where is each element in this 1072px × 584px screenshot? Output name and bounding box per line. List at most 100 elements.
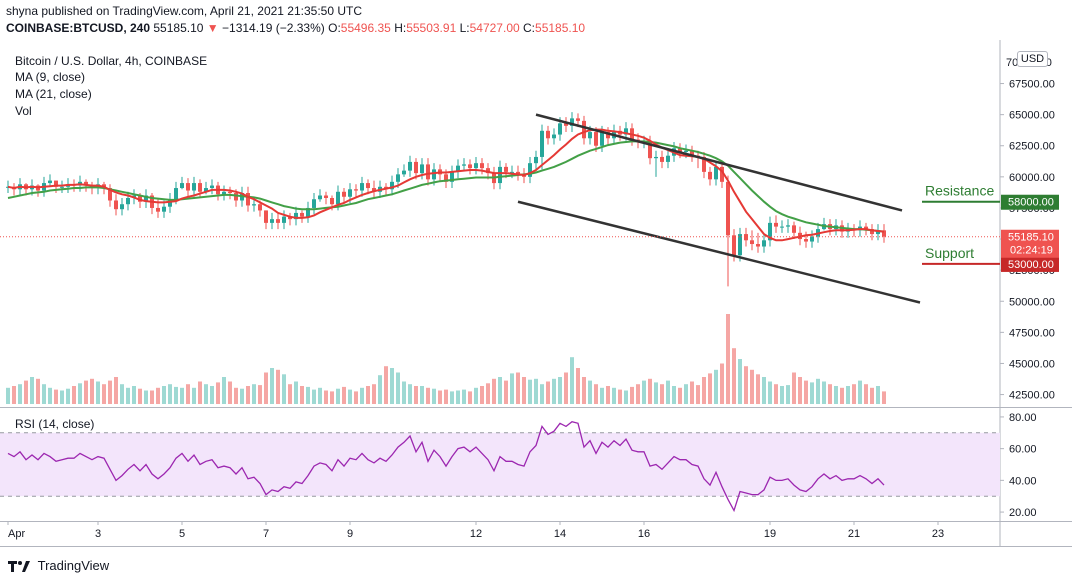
candle-body	[60, 186, 64, 188]
candle-body	[534, 156, 538, 164]
candle-body	[660, 156, 664, 162]
candle-body	[480, 163, 484, 169]
candle-body	[180, 183, 184, 189]
volume-bar	[126, 387, 130, 404]
candle-body	[288, 216, 292, 220]
volume-bar	[588, 380, 592, 404]
candle-body	[678, 148, 682, 152]
volume-bar	[198, 381, 202, 404]
volume-bar	[504, 380, 508, 404]
volume-bar	[396, 372, 400, 404]
volume-bar	[372, 384, 376, 404]
candle-body	[606, 132, 610, 139]
volume-bar	[300, 386, 304, 404]
time-tick-label: 3	[95, 528, 101, 540]
volume-bar	[318, 387, 322, 404]
candle-body	[414, 161, 418, 174]
ma21-line	[7, 140, 885, 233]
volume-bar	[762, 377, 766, 404]
last-price-tag	[1001, 229, 1059, 258]
volume-bar	[426, 387, 430, 404]
symbol-label: COINBASE:BTCUSD, 240	[6, 21, 151, 35]
volume-bar	[186, 384, 190, 404]
volume-bar	[852, 384, 856, 404]
volume-bar	[174, 386, 178, 404]
volume-bar	[858, 380, 862, 404]
volume-bar	[690, 381, 694, 404]
candle-body	[486, 168, 490, 174]
rsi-axis[interactable]: 20.00 40.00 60.00 80.00	[1000, 412, 1037, 519]
volume-bar	[612, 387, 616, 404]
time-tick-label: 16	[638, 528, 650, 540]
open-value: 55496.35	[340, 21, 391, 35]
volume-bar	[420, 386, 424, 404]
resistance-price-text: 58000.00	[1008, 197, 1054, 209]
channel-upper-trendline[interactable]	[535, 113, 903, 212]
candle-body	[780, 226, 784, 228]
candle-body	[720, 166, 724, 182]
price-tick-label: 42500.00	[1009, 390, 1055, 402]
candle-body	[138, 195, 142, 202]
candle-body	[294, 212, 298, 220]
support-price-tag	[1001, 256, 1059, 272]
candle-body	[558, 123, 562, 135]
currency-badge[interactable]: USD	[1017, 51, 1048, 67]
volume-bar	[510, 373, 514, 404]
rsi-band	[0, 432, 1000, 497]
candle-body	[300, 212, 304, 217]
main-pane[interactable]	[0, 40, 1000, 407]
volume-bar	[342, 386, 346, 404]
candle-body	[450, 171, 454, 182]
volume-bar	[798, 377, 802, 404]
candle-body	[330, 197, 334, 205]
volume-bar	[96, 381, 100, 404]
candle-body	[348, 189, 352, 197]
volume-bar	[102, 384, 106, 404]
candle-body	[774, 222, 778, 227]
candle-body	[258, 204, 262, 211]
chart-title: Bitcoin / U.S. Dollar, 4h, COINBASE	[15, 54, 207, 68]
candle-body	[540, 130, 544, 157]
volume-layer	[6, 314, 886, 404]
volume-bar	[630, 386, 634, 404]
candle-body	[48, 180, 52, 184]
volume-bar	[72, 386, 76, 404]
candle-body	[372, 188, 376, 192]
candle-body	[198, 183, 202, 192]
candle-body	[54, 180, 58, 187]
close-value: 55185.10	[535, 21, 586, 35]
volume-bar	[660, 384, 664, 404]
candle-body	[174, 188, 178, 200]
volume-bar	[678, 387, 682, 404]
volume-bar	[450, 391, 454, 404]
volume-bar	[750, 369, 754, 404]
candle-body	[750, 240, 754, 245]
volume-bar	[492, 378, 496, 404]
volume-bar	[666, 380, 670, 404]
candle-body	[222, 191, 226, 195]
volume-bar	[78, 383, 82, 404]
volume-bar	[714, 369, 718, 404]
volume-bar	[288, 384, 292, 404]
channel-lower-trendline[interactable]	[517, 200, 921, 304]
time-tick-label: 21	[848, 528, 860, 540]
volume-bar	[180, 387, 184, 404]
volume-bar	[552, 378, 556, 404]
volume-bar	[498, 377, 502, 404]
volume-bar	[624, 390, 628, 404]
candle-body	[786, 225, 790, 227]
low-value: 54727.00	[469, 21, 520, 35]
candle-body	[354, 189, 358, 191]
change-text: −1314.19 (−2.33%)	[222, 21, 325, 35]
volume-bar	[648, 378, 652, 404]
candle-body	[234, 193, 238, 201]
volume-bar	[570, 357, 574, 404]
candle-body	[126, 197, 130, 205]
footer-brand[interactable]: TradingView	[8, 557, 109, 577]
candle-body	[690, 150, 694, 156]
time-axis[interactable]: Apr 3 5 7 9 12 14 16 19 21 23	[7, 521, 944, 540]
candle-body	[810, 236, 814, 242]
volume-bar	[780, 386, 784, 404]
volume-bar	[456, 390, 460, 404]
